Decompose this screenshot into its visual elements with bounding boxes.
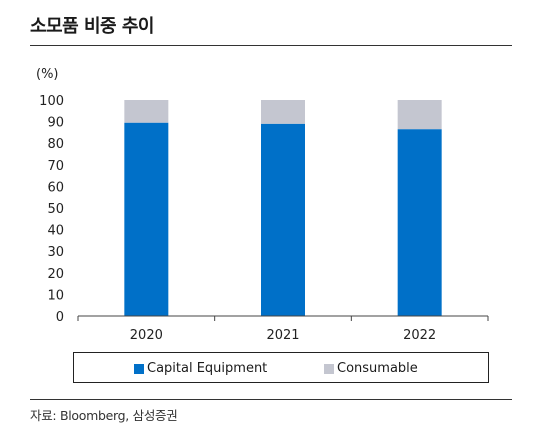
legend-item-capital-equipment: Capital Equipment bbox=[134, 361, 267, 376]
chart-title: 소모품 비중 추이 bbox=[30, 16, 154, 37]
title-divider bbox=[30, 45, 512, 46]
x-axis-categories: 2020 2021 2022 bbox=[130, 328, 436, 343]
y-tick-label: 30 bbox=[47, 245, 64, 260]
legend-swatch-consumable bbox=[324, 363, 334, 374]
y-axis-ticks: 0 10 20 30 40 50 60 70 80 90 100 bbox=[39, 94, 64, 325]
footer-divider bbox=[30, 399, 512, 400]
legend: Capital Equipment Consumable bbox=[73, 352, 489, 383]
x-category-label: 2022 bbox=[403, 328, 436, 343]
y-tick-label: 70 bbox=[47, 159, 64, 174]
y-tick-label: 20 bbox=[47, 267, 64, 282]
bar-consumable-2021 bbox=[261, 100, 305, 124]
bar-consumable-2022 bbox=[397, 100, 442, 130]
legend-swatch-capital-equipment bbox=[134, 363, 144, 374]
bar-capital-equipment-2020 bbox=[124, 122, 169, 317]
x-category-label: 2020 bbox=[130, 328, 163, 343]
bar-consumable-2020 bbox=[124, 100, 169, 123]
legend-label-consumable: Consumable bbox=[337, 361, 418, 376]
y-tick-label: 100 bbox=[39, 94, 64, 109]
x-axis-tick-marks bbox=[77, 316, 489, 321]
bar-capital-equipment-2022 bbox=[397, 129, 442, 316]
bar-capital-equipment-2021 bbox=[261, 123, 305, 316]
y-tick-label: 60 bbox=[47, 180, 64, 195]
y-tick-label: 90 bbox=[47, 116, 64, 131]
source-note: 자료: Bloomberg, 삼성증권 bbox=[30, 408, 178, 423]
legend-label-capital-equipment: Capital Equipment bbox=[147, 361, 268, 376]
y-tick-label: 50 bbox=[47, 202, 64, 217]
y-tick-label: 10 bbox=[47, 288, 64, 303]
y-axis-unit-label: (%) bbox=[36, 67, 59, 82]
legend-item-consumable: Consumable bbox=[324, 361, 418, 376]
y-tick-label: 80 bbox=[47, 137, 64, 152]
bars bbox=[124, 100, 442, 317]
y-tick-label: 0 bbox=[56, 310, 64, 325]
chart-area: (%) 0 10 20 30 40 50 60 70 80 90 100 2020 2021 2022 bbox=[36, 67, 489, 343]
y-tick-label: 40 bbox=[47, 224, 64, 239]
x-category-label: 2021 bbox=[266, 328, 299, 343]
